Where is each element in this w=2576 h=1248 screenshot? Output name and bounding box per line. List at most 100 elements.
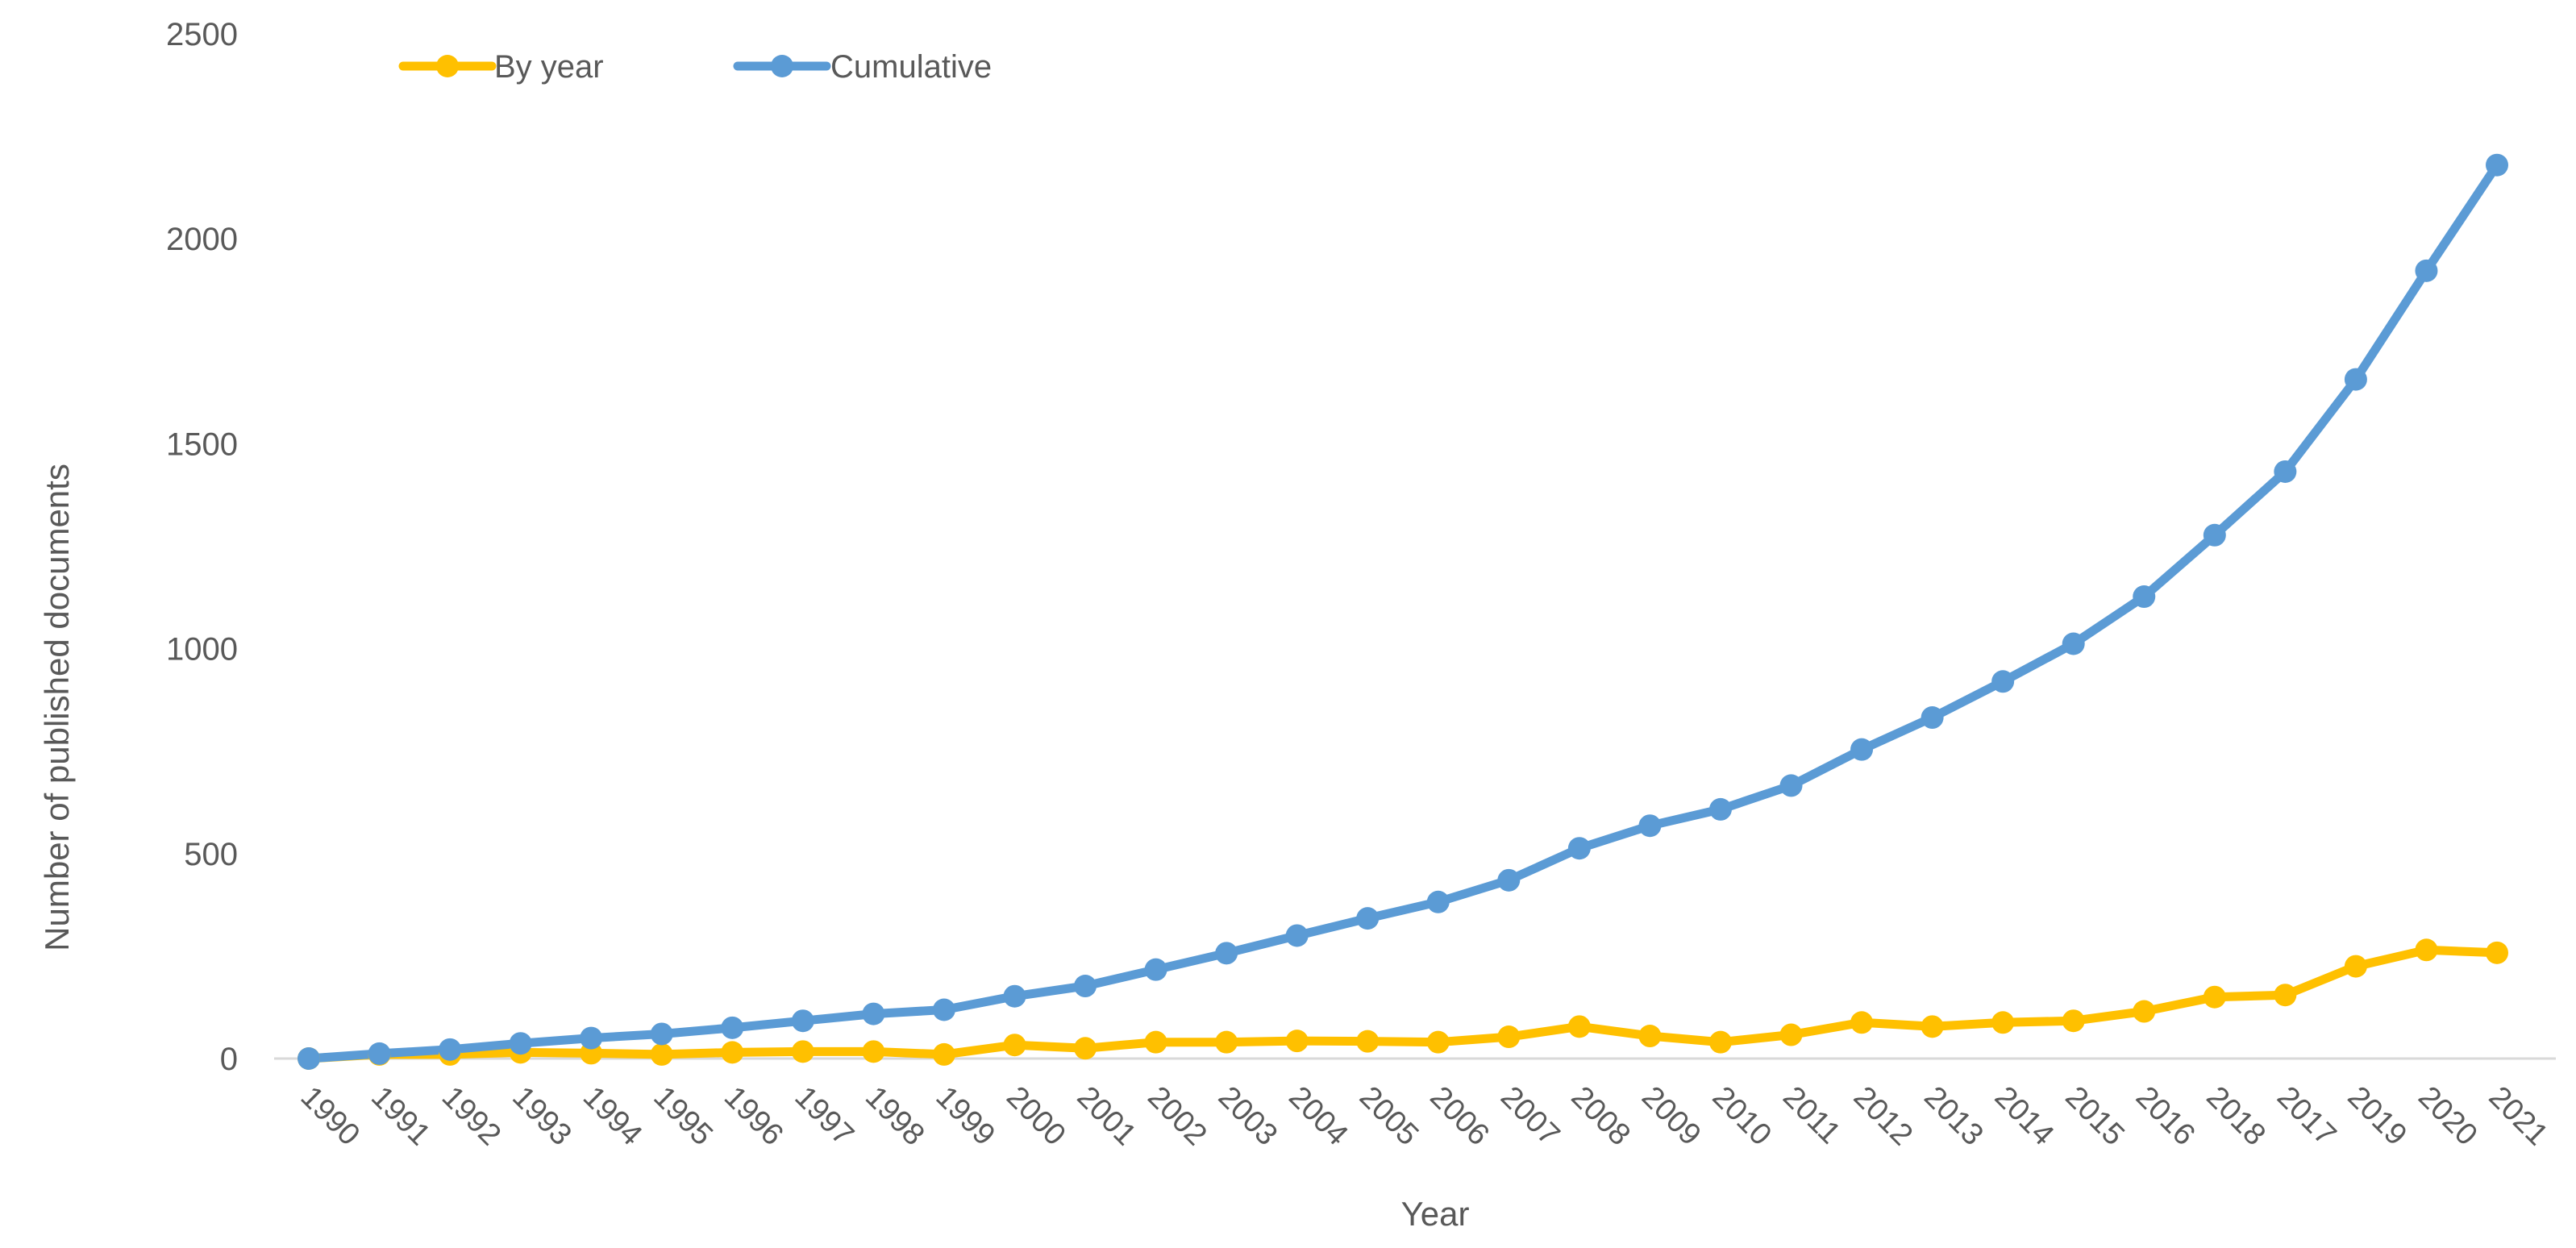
data-point-cumulative: [1356, 907, 1380, 930]
x-tick-label: 2008: [1565, 1080, 1637, 1152]
data-point-cumulative: [1708, 797, 1732, 821]
data-point-cumulative: [1991, 670, 2015, 693]
x-axis-ticks: 1990199119921993199419951996199719981999…: [294, 1080, 2554, 1152]
data-point-by-year: [1850, 1011, 1874, 1034]
data-point-cumulative: [791, 1009, 814, 1033]
data-point-by-year: [2415, 938, 2438, 962]
data-point-by-year: [1144, 1030, 1167, 1054]
data-point-by-year: [1779, 1023, 1803, 1046]
x-tick-label: 2011: [1776, 1080, 1846, 1150]
y-tick-label: 0: [220, 1042, 238, 1077]
data-point-by-year: [1567, 1015, 1591, 1038]
data-point-cumulative: [368, 1042, 391, 1065]
legend-swatch-marker: [771, 55, 793, 77]
legend: By year Cumulative: [398, 49, 992, 85]
data-point-by-year: [1497, 1025, 1521, 1049]
y-tick-label: 2500: [166, 17, 238, 52]
data-point-by-year: [1215, 1030, 1238, 1054]
x-tick-label: 1996: [718, 1080, 789, 1152]
data-point-cumulative: [2062, 632, 2085, 655]
x-tick-label: 1991: [364, 1080, 436, 1152]
x-tick-label: 2009: [1635, 1080, 1707, 1152]
data-point-cumulative: [1567, 837, 1591, 860]
x-tick-label: 1999: [930, 1080, 1001, 1152]
x-tick-label: 2005: [1353, 1080, 1425, 1152]
data-point-by-year: [1285, 1030, 1309, 1053]
data-point-cumulative: [1779, 774, 1803, 797]
data-point-cumulative: [1921, 706, 1944, 730]
x-tick-label: 2001: [1071, 1080, 1142, 1152]
data-point-cumulative: [2203, 523, 2226, 547]
legend-swatch-marker: [436, 55, 459, 77]
x-tick-label: 2020: [2412, 1080, 2483, 1152]
data-point-cumulative: [580, 1026, 603, 1050]
data-point-by-year: [1074, 1037, 1097, 1060]
data-point-by-year: [1921, 1015, 1944, 1038]
data-point-cumulative: [650, 1022, 673, 1046]
data-point-cumulative: [2344, 368, 2367, 391]
x-tick-label: 2014: [1988, 1080, 2060, 1152]
data-point-by-year: [791, 1040, 814, 1063]
x-tick-label: 2015: [2058, 1080, 2130, 1152]
data-point-cumulative: [1850, 738, 1874, 761]
x-tick-label: 2012: [1847, 1080, 1919, 1152]
series-points: [298, 153, 2508, 1070]
data-point-by-year: [932, 1042, 955, 1066]
data-point-by-year: [1426, 1030, 1450, 1054]
x-tick-label: 2019: [2341, 1080, 2413, 1152]
x-tick-label: 2007: [1494, 1080, 1566, 1152]
data-point-by-year: [1356, 1030, 1380, 1053]
data-point-by-year: [862, 1040, 885, 1063]
data-point-by-year: [2062, 1009, 2085, 1033]
x-tick-label: 2000: [1000, 1080, 1072, 1152]
x-tick-label: 1995: [647, 1080, 718, 1152]
y-tick-label: 1500: [166, 426, 238, 462]
x-tick-label: 2016: [2129, 1080, 2201, 1152]
series-line-cumulative: [304, 160, 2502, 1063]
x-tick-label: 2003: [1212, 1080, 1284, 1152]
x-tick-label: 2006: [1423, 1080, 1495, 1152]
data-point-cumulative: [2486, 153, 2508, 177]
x-tick-label: 2002: [1141, 1080, 1213, 1152]
data-point-cumulative: [509, 1032, 532, 1055]
data-point-by-year: [2486, 941, 2508, 964]
y-axis-title: Number of published documents: [38, 464, 76, 951]
data-point-cumulative: [1285, 924, 1309, 947]
data-point-by-year: [1003, 1034, 1026, 1057]
data-point-cumulative: [1074, 975, 1097, 998]
x-axis-title: Year: [1401, 1195, 1470, 1233]
x-tick-label: 1994: [576, 1080, 648, 1152]
data-point-cumulative: [1426, 890, 1450, 913]
x-tick-label: 1997: [788, 1080, 859, 1152]
y-tick-label: 1000: [166, 632, 238, 668]
data-point-by-year: [2344, 955, 2367, 978]
legend-label: By year: [494, 49, 604, 85]
data-point-cumulative: [2274, 460, 2297, 483]
data-point-cumulative: [862, 1002, 885, 1025]
legend-label: Cumulative: [830, 49, 992, 85]
data-point-cumulative: [1638, 814, 1662, 838]
x-tick-label: 2017: [2270, 1080, 2342, 1152]
series-lines: [304, 160, 2502, 1063]
data-point-cumulative: [439, 1038, 462, 1061]
data-point-cumulative: [721, 1016, 744, 1039]
x-tick-label: 2021: [2482, 1080, 2554, 1152]
x-tick-label: 1998: [859, 1080, 930, 1152]
data-point-by-year: [1638, 1025, 1662, 1048]
x-tick-label: 1992: [435, 1080, 507, 1152]
data-point-cumulative: [2133, 585, 2156, 609]
data-point-cumulative: [2415, 259, 2438, 282]
series-line-by-year: [304, 945, 2502, 1063]
x-tick-label: 2013: [1917, 1080, 1989, 1152]
x-tick-label: 1993: [506, 1080, 577, 1152]
x-tick-label: 2010: [1706, 1080, 1778, 1152]
data-point-by-year: [2274, 984, 2297, 1007]
data-point-cumulative: [298, 1047, 320, 1070]
data-point-cumulative: [1497, 868, 1521, 892]
data-point-cumulative: [1215, 942, 1238, 965]
data-point-by-year: [2133, 1000, 2156, 1023]
x-tick-label: 2004: [1282, 1080, 1354, 1152]
y-axis-ticks: 0 500 1000 1500 2000 2500: [166, 17, 238, 1077]
data-point-cumulative: [1144, 958, 1167, 981]
